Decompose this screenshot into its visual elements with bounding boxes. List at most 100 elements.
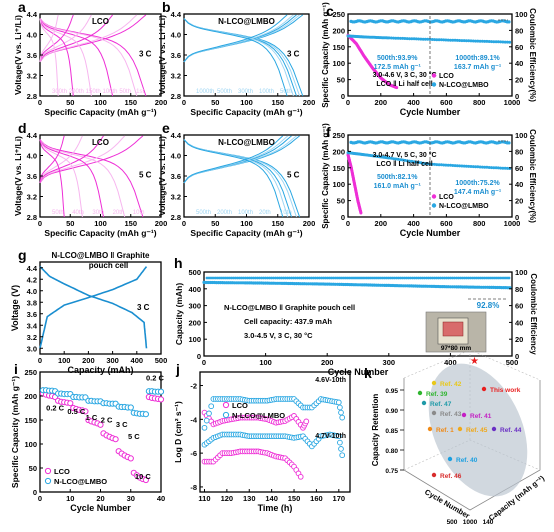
data-point-N-LCO@LMBO — [483, 39, 487, 43]
panel-letter-i: i — [14, 361, 18, 377]
ref-label: Ref. 44 — [500, 427, 522, 434]
charge-curve-50th — [39, 135, 65, 183]
cycle-label: 500th — [196, 210, 211, 216]
z-axis-label: Capacity Retention — [371, 394, 380, 467]
y-tick-label: 4.0 — [27, 152, 37, 161]
y-axis-label: Voltage(V vs. Li⁺/Li) — [157, 15, 167, 95]
ce-point — [251, 276, 255, 280]
ce-point — [366, 276, 370, 280]
gitt-point — [297, 473, 304, 480]
cycle-label: 50th — [52, 210, 64, 216]
ce-point — [507, 20, 511, 24]
ce-point — [487, 276, 491, 280]
annotation-500th: 500th:82.1% — [377, 174, 418, 181]
x-axis-label: Specific Capacity (mAh g⁻¹) — [44, 107, 156, 117]
x-tick-label: 200 — [155, 98, 168, 107]
y2-tick-label: 80 — [515, 26, 523, 35]
ce-point — [213, 276, 217, 280]
data-point-N-LCO@LMBO — [467, 164, 471, 168]
z-tick-label: 0.95 — [385, 388, 398, 395]
data-point-N-LCO@LMBO — [433, 38, 437, 42]
gitt-point — [335, 433, 342, 440]
x-tick-label: 150 — [124, 219, 137, 228]
data-point-N-LCO@LMBO — [449, 38, 452, 42]
data-point-N-LCO@LMBO — [458, 164, 462, 168]
ce-point — [233, 276, 237, 280]
ce-point — [400, 276, 404, 280]
data-point-N-LCO@LMBO — [503, 40, 507, 44]
cycle-label: 10th — [133, 210, 145, 216]
panel-subtitle: pouch cell — [89, 261, 129, 270]
x-tick-label: 600 — [440, 219, 453, 228]
ce-point — [255, 276, 259, 280]
ce-point — [274, 276, 277, 280]
ref-marker — [491, 426, 497, 432]
ce-point — [439, 276, 442, 280]
data-point-N-LCO@LMBO — [453, 38, 457, 42]
rate-point-LCO — [127, 455, 134, 462]
ce-point — [435, 276, 438, 280]
ce-point — [215, 276, 219, 280]
x-axis-label: Capacity (mAh) — [67, 365, 133, 375]
ce-point — [378, 276, 382, 280]
ce-point — [469, 276, 473, 280]
legend-label: N-LCO@LMBO — [54, 477, 107, 486]
data-point-N-LCO@LMBO — [430, 162, 434, 166]
y2-tick-label: 0 — [515, 92, 519, 101]
y-axis-label: Voltage(V vs. Li⁺/Li) — [13, 15, 23, 95]
ce-point — [229, 276, 233, 280]
y-tick-label: 200 — [24, 392, 37, 401]
ce-point — [417, 276, 420, 280]
charge-curve-50th — [39, 14, 138, 63]
data-point-N-LCO@LMBO — [446, 163, 450, 167]
ref-label: Ref. 39 — [426, 391, 448, 398]
x-tick-label: 1000 — [504, 98, 521, 107]
data-point-LCO — [359, 211, 363, 215]
x-tick-label: 200 — [375, 219, 388, 228]
charge-curve-30th — [39, 135, 104, 184]
y-tick-label: -4 — [190, 415, 197, 424]
discharge-curve-10th — [39, 139, 144, 218]
y-tick-label: 4.4 — [171, 131, 182, 140]
cycle-label: 20th — [259, 210, 271, 216]
y-tick-label: 4.0 — [171, 152, 181, 161]
data-point-N-LCO@LMBO — [435, 38, 439, 42]
ce-point — [388, 276, 392, 280]
ref-label: This work — [490, 387, 521, 394]
y-tick-label: 3.2 — [171, 72, 181, 81]
cycle-label: 1st — [136, 89, 144, 95]
data-point-N-LCO@LMBO — [394, 157, 398, 161]
ce-point — [394, 276, 398, 280]
x-tick-label: 0 — [38, 356, 42, 365]
ref-marker — [457, 426, 463, 432]
ref-label: Ref. 42 — [440, 381, 462, 388]
data-point-N-LCO@LMBO — [499, 40, 503, 44]
ref-marker — [461, 412, 467, 418]
data-point-N-LCO@LMBO — [403, 37, 407, 40]
annotation-1000th-cap: 147.4 mAh g⁻¹ — [454, 189, 502, 196]
condition-text: 3.0-4.7 V, 5 C, 30 °C — [373, 151, 437, 159]
data-point-N-LCO@LMBO — [428, 37, 432, 41]
annotation-1000th: 1000th:89.1% — [455, 55, 500, 62]
y-tick-label: 0 — [341, 92, 345, 101]
ce-point — [475, 276, 479, 280]
y2-tick-label: 20 — [515, 335, 523, 344]
condition-text-2: LCO ‖ Li half cell — [376, 161, 432, 168]
x-axis-label: Specific Capacity (mAh g⁻¹) — [190, 107, 302, 117]
discharge-curve-50th — [39, 18, 138, 97]
x-tick-label: 400 — [407, 219, 420, 228]
panel-letter-j: j — [175, 361, 180, 377]
plot-3d-k: ★ — [403, 349, 541, 511]
gitt-point — [339, 414, 346, 421]
data-point-N-LCO@LMBO — [405, 159, 409, 163]
rate-step-label: 0.2 C — [146, 374, 165, 383]
ce-point — [342, 276, 346, 280]
plot-frame-g — [39, 261, 162, 355]
x-tick-label: 120 — [221, 494, 234, 503]
x-tick-label: 200 — [303, 219, 316, 228]
legend-label: N-LCO@LMBO — [439, 203, 489, 210]
ce-point — [495, 276, 499, 280]
data-point-N-LCO@LMBO — [499, 166, 503, 170]
data-point-N-LCO@LMBO — [501, 166, 505, 170]
ce-point — [457, 276, 461, 280]
